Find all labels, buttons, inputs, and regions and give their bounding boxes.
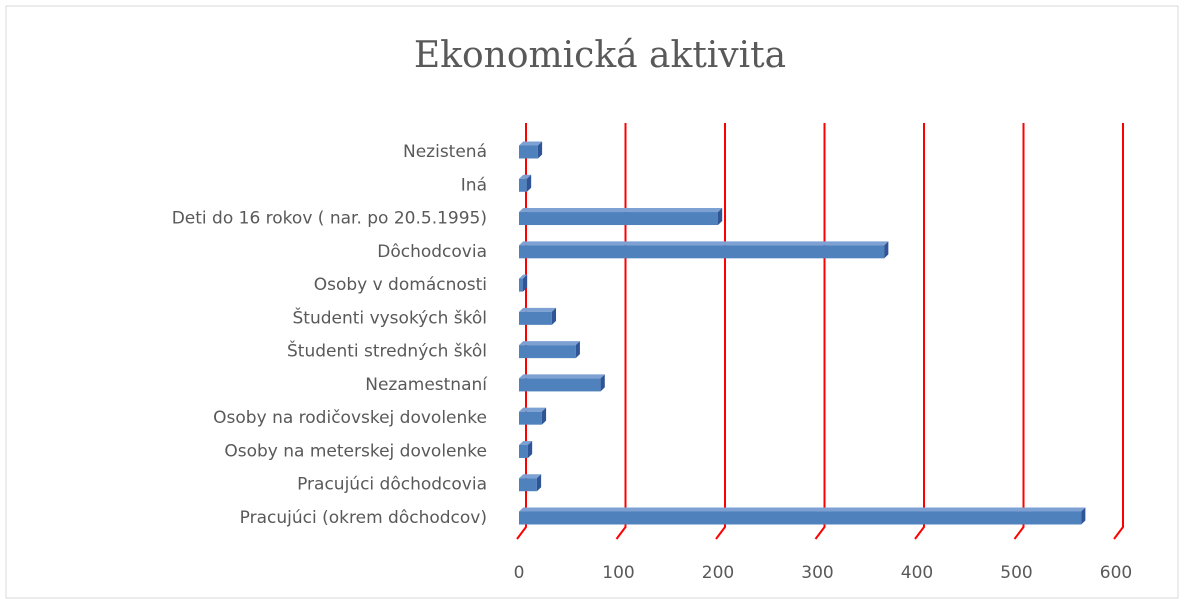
grid-line xyxy=(914,123,925,540)
x-tick-label: 500 xyxy=(1000,563,1032,583)
bar xyxy=(519,208,723,226)
bar-face xyxy=(541,407,547,425)
bar-face xyxy=(527,440,533,458)
bar xyxy=(519,407,547,425)
y-tick-label: Osoby na rodičovskej dovolenke xyxy=(213,408,487,428)
bar xyxy=(519,241,889,259)
bar-face xyxy=(526,174,532,192)
bar xyxy=(519,341,580,359)
y-tick-label: Deti do 16 rokov ( nar. po 20.5.1995) xyxy=(172,209,487,229)
y-tick-label: Študenti stredných škôl xyxy=(287,340,487,362)
bar-face xyxy=(536,474,542,492)
bar-face xyxy=(519,378,601,392)
chart-frame xyxy=(5,5,1179,599)
x-tick-label: 0 xyxy=(514,563,525,583)
chart-title: Ekonomická aktivita xyxy=(414,35,786,76)
bar xyxy=(519,174,532,192)
bar-face xyxy=(575,341,580,359)
bar xyxy=(519,307,557,325)
bar-face xyxy=(537,141,543,159)
bar-face xyxy=(519,274,528,279)
y-tick-label: Osoby na meterskej dovolenke xyxy=(224,441,487,461)
x-tick-label: 200 xyxy=(702,563,734,583)
bar xyxy=(519,440,533,458)
bar-face xyxy=(519,440,533,445)
y-tick-label: Študenti vysokých škôl xyxy=(293,306,487,328)
bar-face xyxy=(519,341,580,346)
bar-face xyxy=(519,444,528,458)
bar-face xyxy=(519,245,885,259)
grid-line xyxy=(1013,123,1025,540)
y-tick-label: Nezamestnaní xyxy=(365,375,488,395)
bar-face xyxy=(1081,507,1086,525)
y-tick-label: Dôchodcovia xyxy=(377,242,487,262)
bar-face xyxy=(519,345,576,359)
bar-face xyxy=(519,407,547,412)
y-tick-label: Osoby v domácnosti xyxy=(314,275,487,295)
bar-face xyxy=(600,374,605,392)
bar-face xyxy=(519,241,889,246)
x-tick-label: 300 xyxy=(801,563,833,583)
bar-face xyxy=(519,511,1082,525)
y-tick-label: Iná xyxy=(461,175,487,195)
bar-face xyxy=(519,208,723,213)
bar xyxy=(519,374,605,392)
x-tick-label: 600 xyxy=(1100,563,1132,583)
bar-face xyxy=(519,141,543,146)
bar-face xyxy=(519,478,537,492)
bar-face xyxy=(519,278,523,292)
bar-face xyxy=(519,212,718,226)
bar xyxy=(519,141,543,159)
bar-face xyxy=(522,274,528,292)
y-tick-label: Pracujúci (okrem dôchodcov) xyxy=(240,508,487,528)
bar xyxy=(519,507,1086,525)
y-tick-label: Pracujúci dôchodcovia xyxy=(297,475,487,495)
bar-face xyxy=(519,474,542,479)
bar-face xyxy=(519,411,542,425)
bar-face xyxy=(519,178,527,192)
bar xyxy=(519,474,542,492)
bar-face xyxy=(884,241,889,259)
bar-face xyxy=(519,507,1086,512)
grid-line xyxy=(1113,123,1124,540)
x-tick-label: 100 xyxy=(602,563,634,583)
bar-face xyxy=(519,374,605,379)
bar-face xyxy=(519,311,552,325)
x-tick-label: 400 xyxy=(901,563,933,583)
bar-face xyxy=(519,307,557,312)
bar xyxy=(519,274,528,292)
bar-face xyxy=(519,174,532,179)
y-tick-label: Nezistená xyxy=(403,142,487,162)
bar-face xyxy=(718,208,723,226)
bar-face xyxy=(519,145,538,159)
bar-face xyxy=(551,307,557,325)
